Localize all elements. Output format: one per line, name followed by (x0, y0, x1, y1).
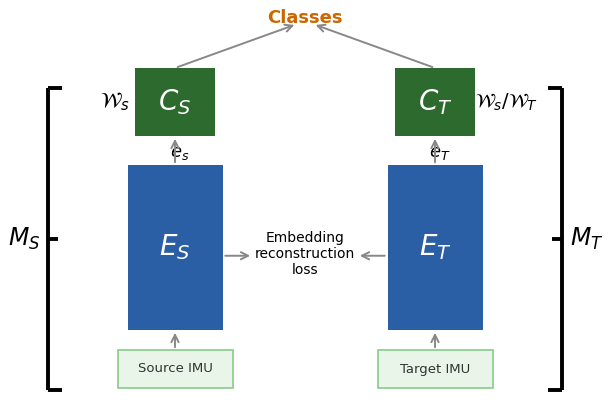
Text: Embedding
reconstruction
loss: Embedding reconstruction loss (255, 231, 355, 277)
FancyBboxPatch shape (127, 165, 223, 330)
Text: $C_{T}$: $C_{T}$ (418, 87, 452, 117)
FancyBboxPatch shape (387, 165, 482, 330)
Text: $\boldsymbol{e_s}$: $\boldsymbol{e_s}$ (170, 144, 190, 162)
Text: $M_T$: $M_T$ (570, 226, 603, 252)
FancyBboxPatch shape (378, 350, 493, 388)
Text: $M_S$: $M_S$ (8, 226, 40, 252)
Text: $E_{S}$: $E_{S}$ (159, 233, 191, 262)
Text: $E_{T}$: $E_{T}$ (419, 233, 452, 262)
Text: $\boldsymbol{e_T}$: $\boldsymbol{e_T}$ (429, 144, 451, 162)
Text: Classes: Classes (267, 9, 343, 27)
FancyBboxPatch shape (118, 350, 233, 388)
Text: $C_{S}$: $C_{S}$ (159, 87, 192, 117)
Text: Source IMU: Source IMU (138, 362, 212, 375)
Text: Target IMU: Target IMU (400, 362, 470, 375)
FancyBboxPatch shape (135, 68, 215, 136)
Text: $\mathcal{W}_s/\mathcal{W}_T$: $\mathcal{W}_s/\mathcal{W}_T$ (476, 92, 539, 113)
FancyBboxPatch shape (395, 68, 475, 136)
Text: $\mathcal{W}_s$: $\mathcal{W}_s$ (100, 91, 130, 113)
